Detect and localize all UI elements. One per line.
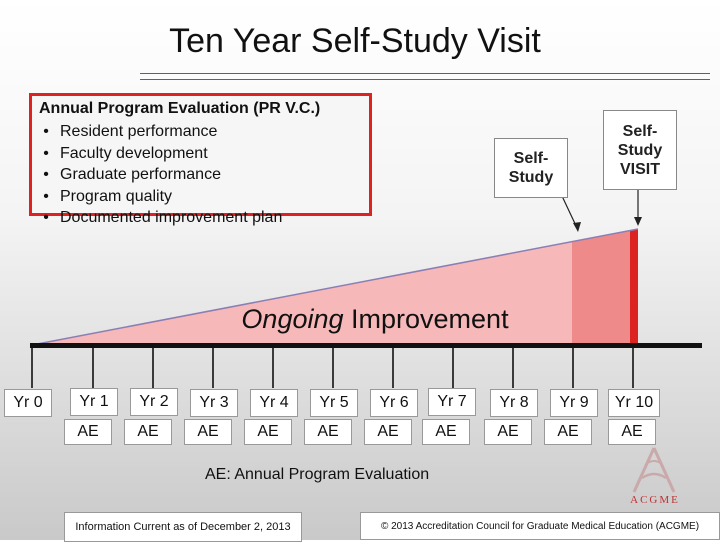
year-box: Yr 2 bbox=[130, 388, 178, 416]
ae-box: AE bbox=[124, 419, 172, 445]
ape-title: Annual Program Evaluation (PR V.C.) bbox=[39, 100, 321, 117]
ae-box: AE bbox=[422, 419, 470, 445]
ae-box: AE bbox=[608, 419, 656, 445]
list-item: • Graduate performance bbox=[43, 166, 221, 183]
footer-copyright: © 2013 Accreditation Council for Graduat… bbox=[360, 512, 720, 540]
improvement-wedge-mid bbox=[572, 230, 630, 345]
title-underline-secondary bbox=[140, 79, 710, 80]
year-box: Yr 4 bbox=[250, 389, 298, 417]
acgme-logo-text: ACGME bbox=[630, 494, 680, 506]
year-box: Yr 8 bbox=[490, 389, 538, 417]
footer-info: Information Current as of December 2, 20… bbox=[64, 512, 302, 542]
ae-box: AE bbox=[184, 419, 232, 445]
annual-program-evaluation-box: Annual Program Evaluation (PR V.C.) • Res… bbox=[29, 93, 372, 226]
year-box: Yr 3 bbox=[190, 389, 238, 417]
improvement-wedge-peak bbox=[630, 229, 638, 345]
ae-box: AE bbox=[364, 419, 412, 445]
ae-box: AE bbox=[64, 419, 112, 445]
self-study-callout: Self-Study bbox=[494, 138, 568, 198]
timeline-bar bbox=[30, 343, 702, 348]
year-box: Yr 10 bbox=[608, 389, 660, 417]
page-title: Ten Year Self-Study Visit bbox=[169, 22, 541, 60]
ae-box: AE bbox=[244, 419, 292, 445]
list-item: • Resident performance bbox=[43, 123, 218, 140]
list-item: • Faculty development bbox=[43, 144, 208, 162]
year-box: Yr 9 bbox=[550, 389, 598, 417]
list-item: • Documented improvement plan bbox=[43, 209, 283, 226]
ae-box: AE bbox=[304, 419, 352, 445]
timeline-ticks bbox=[31, 348, 634, 388]
ae-box: AE bbox=[544, 419, 592, 445]
year-box: Yr 6 bbox=[370, 389, 418, 417]
year-box: Yr 0 bbox=[4, 389, 52, 417]
title-underline bbox=[140, 73, 710, 74]
ae-legend: AE: Annual Program Evaluation bbox=[205, 466, 430, 483]
year-box: Yr 5 bbox=[310, 389, 358, 417]
list-item: • Program quality bbox=[43, 187, 173, 205]
ae-box: AE bbox=[484, 419, 532, 445]
acgme-logo-icon bbox=[632, 447, 676, 493]
ape-list: • Resident performance • Faculty developme… bbox=[32, 121, 282, 229]
ongoing-improvement-label: Ongoing Improvement bbox=[241, 304, 509, 334]
self-study-visit-callout: Self-Study VISIT bbox=[603, 110, 677, 190]
year-box: Yr 7 bbox=[428, 388, 476, 416]
year-box: Yr 1 bbox=[70, 388, 118, 416]
